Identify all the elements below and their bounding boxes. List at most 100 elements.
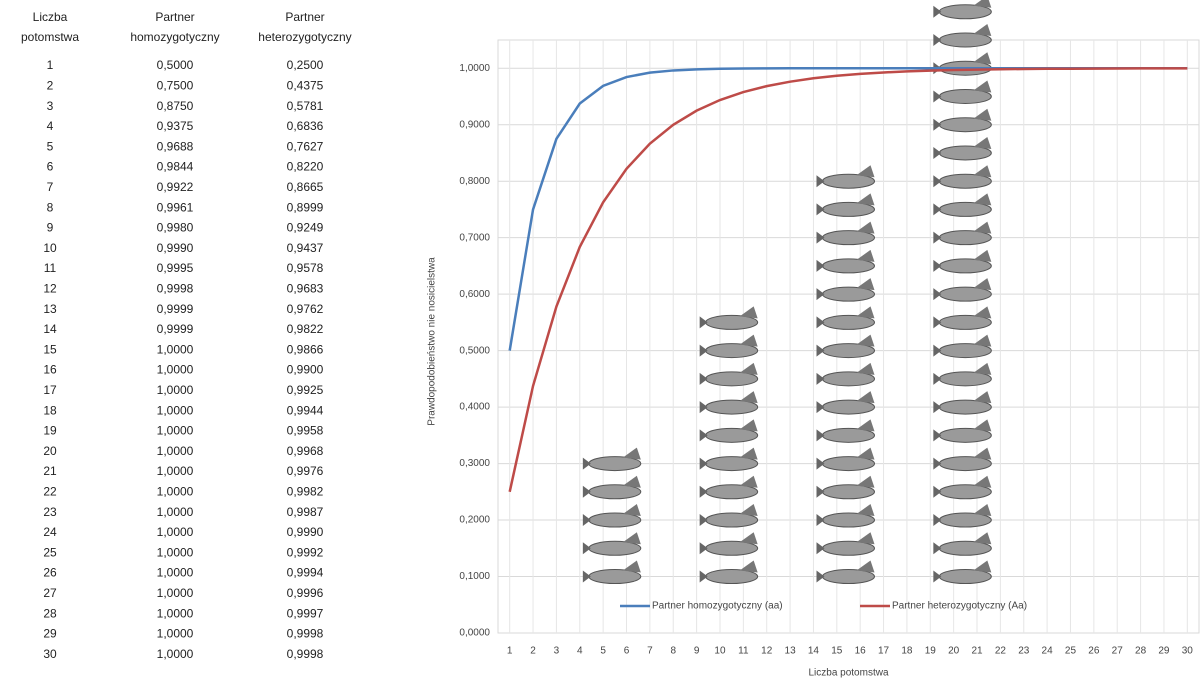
fish-icon [933, 504, 992, 528]
table-cell: 23 [43, 505, 57, 519]
fish-icon [933, 108, 992, 133]
fish-icon [933, 362, 992, 387]
x-tick-label: 24 [1042, 646, 1054, 657]
x-tick-label: 2 [530, 646, 536, 657]
fish-fin [856, 306, 875, 319]
fish-fin [622, 504, 641, 517]
table-header: Partner heterozygotyczny [258, 10, 351, 44]
x-tick-label: 11 [738, 646, 749, 657]
table-cell: 0,9976 [287, 464, 324, 478]
x-tick-label: 22 [995, 646, 1007, 657]
table-cell: 8 [47, 200, 54, 214]
table-header-line: homozygotyczny [130, 30, 219, 44]
x-tick-label: 1 [507, 646, 513, 657]
table-cell: 0,9922 [157, 180, 194, 194]
table-cell: 0,4375 [287, 78, 324, 92]
table-cell: 0,8750 [157, 99, 194, 113]
y-tick-label: 0,5000 [459, 345, 490, 356]
table-cell: 0,9822 [287, 322, 324, 336]
legend-label: Partner heterozygotyczny (Aa) [892, 601, 1027, 612]
fish-fin [739, 362, 758, 375]
plot-area [497, 39, 1200, 634]
x-tick-label: 20 [948, 646, 960, 657]
fish-fin [973, 419, 992, 432]
fish-fin [973, 249, 992, 262]
table-cell: 18 [43, 403, 57, 417]
fish-icon [933, 391, 992, 415]
fish-fin [739, 334, 758, 347]
fish-icon [816, 249, 875, 274]
fish-tail [699, 542, 708, 555]
fish-tail [933, 146, 942, 159]
fish-tail [933, 542, 942, 555]
fish-fin [973, 447, 992, 460]
fish-tail [699, 401, 708, 414]
fish-icon [816, 504, 875, 528]
table-cell: 0,9437 [287, 241, 324, 255]
fish-icon [816, 165, 875, 189]
table-cell: 0,9968 [287, 444, 324, 458]
fish-tail [933, 429, 942, 442]
table-cell: 0,9683 [287, 281, 324, 295]
fish-tail [699, 344, 708, 357]
fish-fin [739, 504, 758, 517]
fish-tail [816, 259, 825, 272]
fish-tail [933, 203, 942, 216]
table-cell: 0,9990 [287, 525, 324, 539]
table-cell: 0,9688 [157, 139, 194, 153]
fish-tail [933, 90, 942, 103]
table-cell: 4 [47, 119, 54, 133]
series-line [508, 67, 1188, 493]
fish-tail [816, 316, 825, 329]
fish-fin [739, 447, 758, 460]
fish-tail [933, 5, 942, 18]
fish-tail [933, 514, 942, 527]
fish-tail [582, 514, 591, 527]
x-tick-label: 14 [808, 646, 820, 657]
fish-icon [933, 419, 992, 443]
table-cell: 1,0000 [157, 586, 194, 600]
fish-tail [816, 514, 825, 527]
fish-icon [933, 80, 992, 104]
fish-fin [856, 504, 875, 517]
fish-tail [816, 542, 825, 555]
table-cell: 0,5781 [287, 99, 324, 113]
fish-tail [816, 203, 825, 216]
table-cell: 0,9375 [157, 119, 194, 133]
fish-tail [933, 34, 942, 46]
table-cell: 12 [43, 281, 57, 295]
x-tick-label: 5 [600, 646, 606, 657]
table-cell: 2 [47, 78, 54, 92]
table-cell: 29 [43, 627, 57, 641]
table-cell: 0,9998 [287, 647, 324, 661]
fish-tail [933, 344, 942, 357]
table-cell: 0,9249 [287, 221, 324, 235]
fish-icon [933, 165, 992, 189]
table-cell: 1,0000 [157, 342, 194, 356]
fish-tail [582, 457, 591, 470]
fish-icon [699, 447, 759, 472]
x-tick-label: 15 [831, 646, 843, 657]
fish-tail [933, 401, 942, 414]
y-tick-label: 0,9000 [459, 119, 490, 130]
y-tick-label: 0,6000 [459, 289, 490, 300]
fish-icon [699, 560, 759, 585]
fish-tail [816, 401, 825, 414]
fish-icon [816, 221, 875, 246]
table-cell: 17 [43, 383, 57, 397]
table-cell: 25 [43, 545, 57, 559]
fish-tail [699, 570, 708, 583]
table-cell: 15 [43, 342, 57, 356]
fish-fin [739, 419, 758, 432]
fish-tail [933, 118, 942, 131]
fish-fin [973, 24, 992, 36]
x-axis-label: Liczba potomstwa [808, 668, 888, 679]
table-cell: 21 [43, 464, 57, 478]
x-tick-label: 8 [670, 646, 676, 657]
table-header-line: heterozygotyczny [258, 30, 351, 44]
fish-tail [816, 457, 825, 470]
fish-icon [816, 419, 875, 443]
fish-fin [856, 334, 875, 347]
table-cell: 0,6836 [287, 119, 324, 133]
x-tick-label: 30 [1182, 646, 1194, 657]
